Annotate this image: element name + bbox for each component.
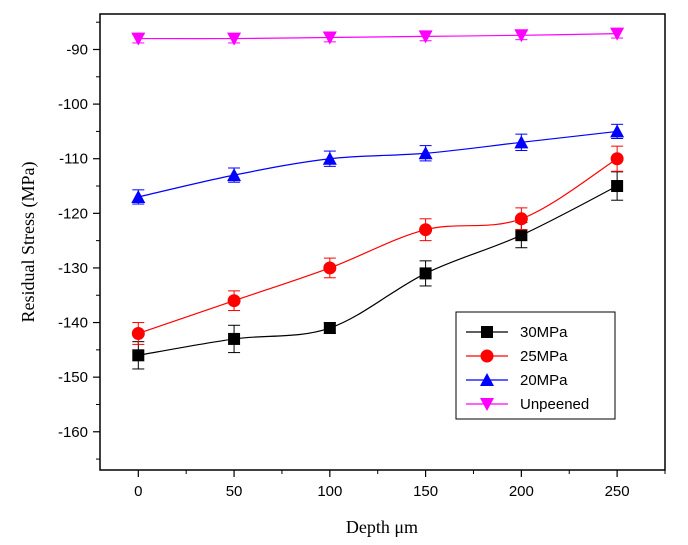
x-tick-label: 100 [317,483,342,500]
legend-label: 30MPa [520,324,568,341]
y-tick-label: -140 [58,315,88,332]
series-30mpa [132,171,624,370]
data-point [515,229,528,242]
data-point [131,326,145,340]
legend-marker [481,326,493,338]
y-tick-label: -90 [66,41,88,58]
series-line [138,130,618,198]
data-point [514,29,529,43]
legend: 30MPa 25MPa 20MPa Unpeened [455,311,616,420]
data-point [322,31,337,45]
data-point [323,261,337,275]
data-point [228,332,241,345]
y-tick-label: -160 [58,424,88,441]
x-tick-label: 50 [226,483,243,500]
x-tick-label: 250 [605,483,630,500]
x-tick-label: 0 [134,483,142,500]
y-tick-label: -130 [58,260,88,277]
series-25mpa [131,145,624,345]
data-point [131,189,146,203]
y-axis-title: Residual Stress (MPa) [18,162,39,323]
data-point [514,212,528,226]
legend-marker [480,349,494,363]
data-point [227,168,242,182]
series-line [138,158,618,335]
data-point [322,151,337,165]
legend-marker [480,373,494,386]
x-tick-label: 150 [413,483,438,500]
y-tick-label: -120 [58,205,88,222]
data-point [418,146,433,160]
data-point [131,32,146,46]
data-point [323,322,336,335]
x-tick-label: 200 [509,483,534,500]
data-point [610,27,625,41]
y-tick-label: -100 [58,96,88,113]
data-point [610,152,624,166]
data-point [227,32,242,46]
data-point [132,349,145,362]
legend-marker [480,398,494,411]
data-point [227,294,241,308]
axes: 0 50 100 150 200 250 -90 -100 -110 -120 -130 -140 -1… [58,21,666,500]
series-unpeened [131,27,625,46]
y-tick-label: -110 [59,151,88,168]
legend-label: 25MPa [520,348,568,365]
data-point [611,180,624,193]
data-point [419,267,432,280]
plot-frame [99,13,666,471]
legend-label: Unpeened [520,396,589,413]
series-line [138,33,618,40]
x-axis-title: Depth μm [346,517,418,537]
data-point [418,30,433,44]
series-layer [131,27,625,370]
data-point [419,223,433,237]
y-tick-label: -150 [58,369,88,386]
data-point [610,124,625,138]
legend-label: 20MPa [520,372,568,389]
data-point [514,135,529,149]
series-20mpa [131,123,625,205]
